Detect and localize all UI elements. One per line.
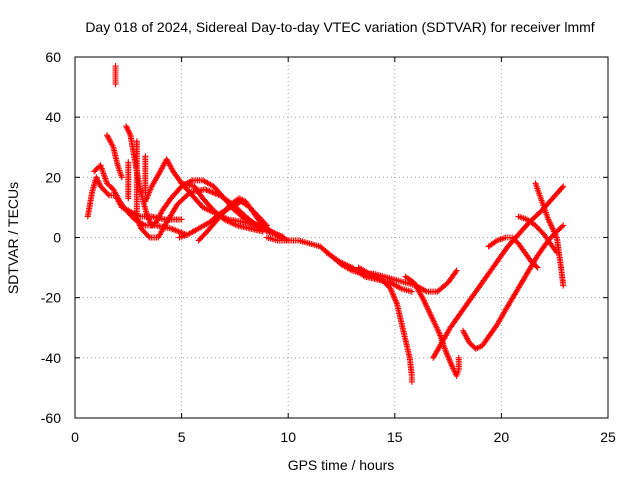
data-point	[408, 288, 415, 295]
series-arc-j	[178, 180, 266, 235]
data-point	[533, 263, 540, 270]
x-tick-label: 20	[494, 429, 510, 445]
data-point	[259, 228, 266, 235]
y-axis-title: SDTVAR / TECUs	[5, 182, 21, 294]
data-point	[558, 223, 565, 230]
y-tick-label: -60	[41, 410, 61, 426]
data-point	[262, 221, 269, 228]
x-tick-label: 15	[387, 429, 403, 445]
y-tick-label: -20	[41, 290, 61, 306]
series-main-2	[323, 249, 415, 295]
data-point	[178, 216, 185, 223]
data-point	[125, 159, 132, 166]
y-tick-label: 60	[45, 49, 61, 65]
series-loop	[485, 234, 541, 271]
x-tick-label: 10	[280, 429, 296, 445]
x-tick-label: 5	[178, 429, 186, 445]
y-tick-label: 20	[45, 169, 61, 185]
data-point	[408, 378, 415, 385]
data-point	[452, 268, 459, 275]
tick-layer: 0 5 10 15 20 25 -60 -40 -20 0 20 40 60	[41, 49, 616, 445]
data-point	[104, 191, 111, 198]
data-point	[553, 249, 560, 256]
series-dip-1	[355, 264, 415, 385]
data-point	[334, 257, 341, 264]
data-point	[145, 233, 152, 240]
data-point	[280, 234, 287, 241]
data-point	[453, 267, 460, 274]
data-point	[118, 174, 125, 181]
series-arc-i	[176, 198, 270, 241]
data-point	[560, 282, 567, 289]
data-point	[455, 354, 462, 361]
grid-layer	[75, 57, 608, 418]
data-point	[142, 153, 149, 160]
series-spike-3	[142, 153, 149, 196]
series-dip-2	[402, 273, 462, 379]
data-point	[560, 222, 567, 229]
series-spike-1	[112, 63, 119, 88]
chart-title: Day 018 of 2024, Sidereal Day-to-day VTE…	[85, 19, 594, 35]
series-spike-4	[125, 159, 132, 202]
data-point	[560, 183, 567, 190]
series-main	[263, 234, 460, 295]
y-tick-label: -40	[41, 350, 61, 366]
series-rise-1	[430, 183, 567, 361]
series-late-arc	[532, 180, 567, 289]
data-point	[360, 272, 367, 279]
series-rise-2	[460, 222, 567, 352]
plot-frame	[74, 56, 609, 419]
data-point	[534, 264, 541, 271]
x-axis-title: GPS time / hours	[288, 457, 395, 473]
data-point	[263, 222, 270, 229]
data-point	[133, 138, 140, 145]
data-point	[492, 238, 499, 245]
x-tick-label: 0	[71, 429, 79, 445]
data-point	[559, 184, 566, 191]
data-layer	[84, 63, 567, 385]
y-tick-label: 0	[53, 230, 61, 246]
series-spike-2	[133, 138, 140, 217]
series-arc-c	[103, 132, 125, 181]
y-tick-label: 40	[45, 109, 61, 125]
data-point	[112, 63, 119, 70]
series-arc-d	[123, 123, 155, 229]
x-tick-label: 25	[600, 429, 616, 445]
series-late-arc-2	[515, 213, 560, 256]
